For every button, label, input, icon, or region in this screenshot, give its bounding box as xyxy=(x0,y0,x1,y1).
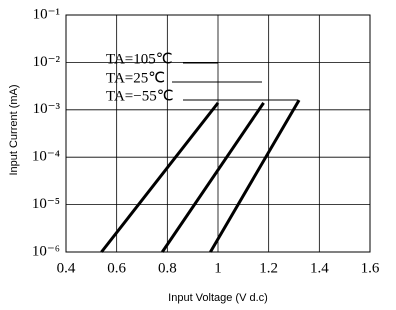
x-tick-label: 1 xyxy=(214,260,222,276)
x-tick-label: 0.6 xyxy=(107,260,126,276)
x-tick-label: 1.4 xyxy=(310,260,329,276)
line xyxy=(209,99,301,253)
line xyxy=(161,102,265,253)
x-tick-label: 0.4 xyxy=(57,260,76,276)
x-tick-label: 1.2 xyxy=(259,260,278,276)
y-tick-label: 10⁻³ xyxy=(33,101,61,117)
line xyxy=(100,101,220,253)
x-axis-title: Input Voltage (V d.c) xyxy=(168,292,268,304)
y-axis-title: Input Current (mA) xyxy=(8,84,20,175)
legend-label: TA=25℃ xyxy=(106,70,165,86)
legend-label: TA=−55℃ xyxy=(106,88,174,104)
y-tick-label: 10⁻² xyxy=(33,54,61,70)
y-tick-label: 10⁻⁵ xyxy=(32,196,60,212)
y-tick-label: 10⁻⁴ xyxy=(32,149,60,165)
y-tick-label: 10⁻¹ xyxy=(33,6,60,22)
x-tick-label: 0.8 xyxy=(158,260,177,276)
x-tick-label: 1.6 xyxy=(361,260,380,276)
legend-label: TA=105℃ xyxy=(106,51,173,67)
y-tick-label: 10⁻⁶ xyxy=(32,243,60,259)
